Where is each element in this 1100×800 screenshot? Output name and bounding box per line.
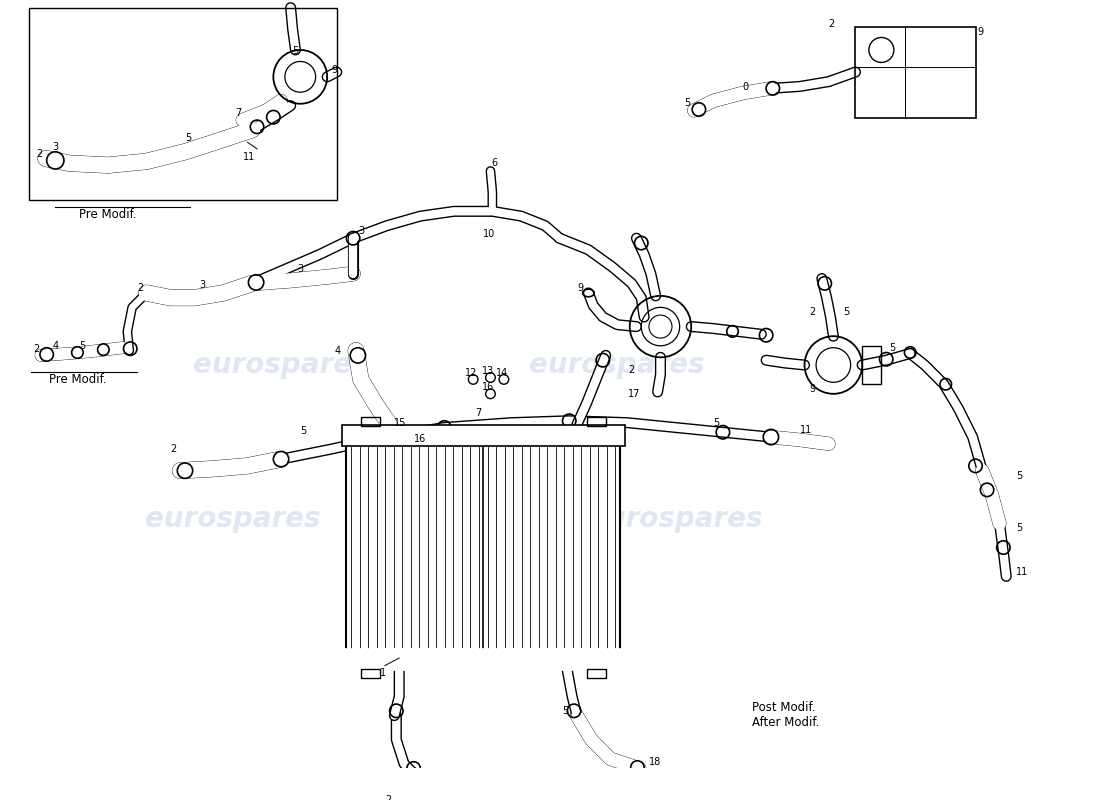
- Bar: [361, 417, 379, 426]
- Text: eurospares: eurospares: [194, 351, 368, 379]
- Text: 5: 5: [185, 133, 191, 142]
- Text: After Modif.: After Modif.: [751, 716, 820, 729]
- Text: eurospares: eurospares: [587, 505, 762, 533]
- Text: 5: 5: [300, 426, 307, 435]
- Text: 13: 13: [483, 366, 495, 376]
- Text: 2: 2: [385, 795, 390, 800]
- Text: Pre Modif.: Pre Modif.: [48, 373, 107, 386]
- Text: 2: 2: [810, 307, 815, 318]
- Text: Post Modif.: Post Modif.: [751, 702, 815, 714]
- Text: 2: 2: [170, 444, 177, 454]
- Text: 9: 9: [978, 27, 983, 37]
- Bar: [30, 8, 337, 200]
- Circle shape: [499, 374, 508, 384]
- Text: 5: 5: [1016, 470, 1022, 481]
- Text: 2: 2: [628, 365, 634, 375]
- Text: 5: 5: [889, 343, 895, 353]
- Text: 9: 9: [810, 384, 815, 394]
- Bar: [342, 425, 625, 446]
- Text: eurospares: eurospares: [145, 505, 321, 533]
- Text: 9: 9: [331, 66, 337, 75]
- Text: 16: 16: [414, 434, 426, 444]
- Text: 11: 11: [800, 425, 812, 434]
- Text: 3: 3: [358, 226, 364, 236]
- Text: 5: 5: [1016, 523, 1022, 534]
- Bar: [586, 417, 606, 426]
- Bar: [342, 650, 625, 670]
- Text: 4: 4: [53, 341, 58, 351]
- Bar: [856, 27, 976, 118]
- Circle shape: [469, 374, 478, 384]
- Text: 12: 12: [465, 368, 477, 378]
- Text: 5: 5: [684, 98, 691, 108]
- Text: 7: 7: [235, 107, 241, 118]
- Text: eurospares: eurospares: [529, 351, 705, 379]
- Text: 2: 2: [33, 344, 40, 354]
- Text: 11: 11: [1016, 566, 1028, 577]
- Bar: [346, 442, 620, 653]
- Text: 9: 9: [576, 283, 583, 294]
- Circle shape: [485, 373, 495, 382]
- Text: 3: 3: [297, 264, 304, 274]
- Text: 11: 11: [243, 152, 255, 162]
- Bar: [862, 346, 881, 384]
- Text: 2: 2: [138, 283, 143, 294]
- Text: 10: 10: [483, 229, 495, 238]
- Text: 5: 5: [713, 418, 719, 428]
- Text: 1: 1: [379, 667, 386, 678]
- Text: 14: 14: [496, 368, 508, 378]
- Text: 7: 7: [475, 408, 481, 418]
- Text: 17: 17: [628, 389, 640, 399]
- Bar: [361, 669, 379, 678]
- Text: 5: 5: [79, 341, 86, 351]
- Text: 3: 3: [199, 281, 206, 290]
- Text: Pre Modif.: Pre Modif.: [79, 209, 138, 222]
- Text: 5: 5: [843, 307, 849, 318]
- Text: 6: 6: [492, 158, 497, 169]
- Text: 5: 5: [562, 706, 569, 716]
- Circle shape: [485, 389, 495, 398]
- Text: 4: 4: [334, 346, 341, 356]
- Text: 0: 0: [742, 82, 748, 92]
- Text: 16: 16: [483, 382, 495, 392]
- Text: 3: 3: [53, 142, 58, 152]
- Text: 5: 5: [293, 46, 298, 56]
- Text: 15: 15: [395, 418, 407, 428]
- Bar: [586, 669, 606, 678]
- Text: 2: 2: [36, 149, 43, 159]
- Text: 18: 18: [649, 757, 661, 767]
- Text: 2: 2: [828, 19, 835, 30]
